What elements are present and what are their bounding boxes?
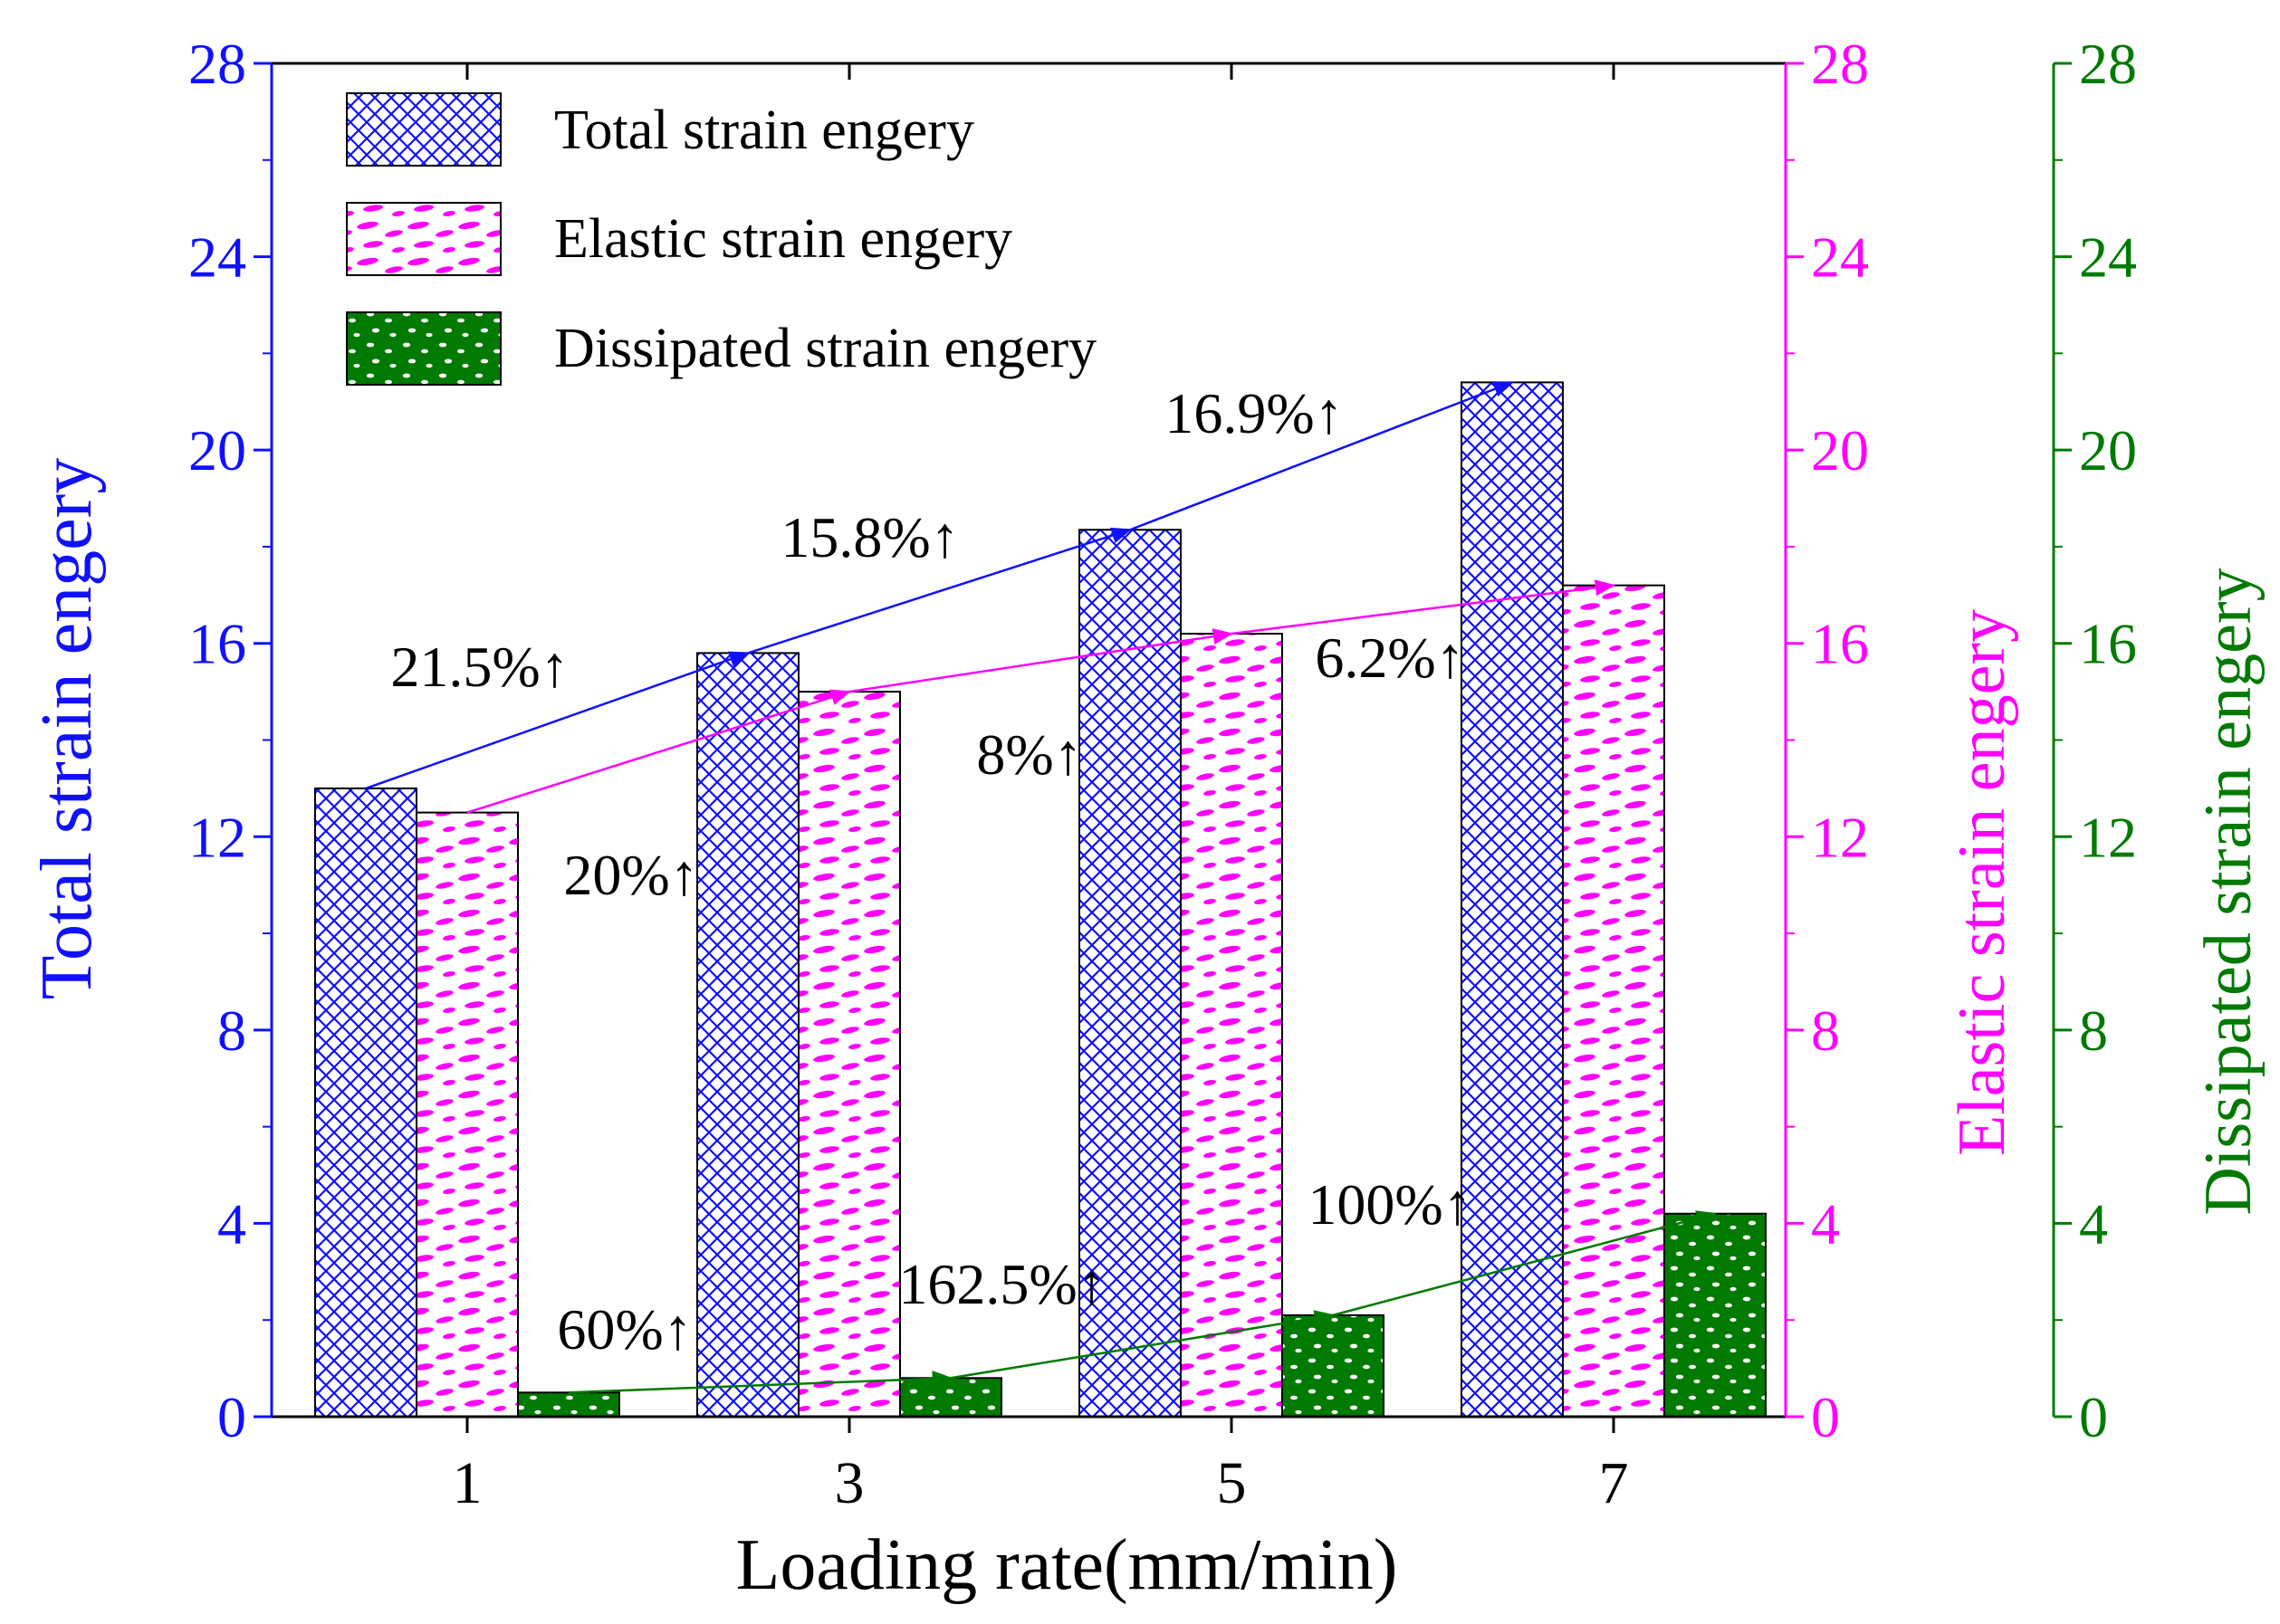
bar-dissipated-1 [517, 1391, 620, 1419]
legend-item-dissipated: Dissipated strain engery [346, 311, 1097, 386]
x-tick-label-5: 5 [1217, 1450, 1247, 1516]
y-tick-label-elastic-24: 24 [1811, 225, 1869, 290]
y-tick-label-total-4: 4 [217, 1191, 246, 1256]
bar-dissipated-7 [1663, 1212, 1767, 1418]
y-tick-label-elastic-28: 28 [1811, 32, 1869, 96]
y-tick-label-total-20: 20 [188, 418, 246, 482]
bar-elastic-3 [798, 691, 901, 1418]
y-axis-label-elastic: Elastic strain engery [1945, 609, 2019, 1156]
legend-swatch-total [346, 92, 502, 167]
legend-swatch-elastic [346, 202, 502, 276]
bar-total-1 [314, 787, 417, 1418]
legend-label-dissipated: Dissipated strain engery [554, 318, 1097, 379]
y-tick-label-dissipated-24: 24 [2079, 225, 2137, 290]
annotation-total-3: 16.9%↑ [1164, 381, 1343, 445]
y-tick-label-dissipated-4: 4 [2079, 1191, 2108, 1256]
trend-arrow-total-2 [747, 527, 1133, 654]
y-tick-label-elastic-8: 8 [1811, 998, 1840, 1063]
annotation-total-2: 15.8%↑ [781, 505, 959, 569]
bar-elastic-1 [416, 811, 519, 1418]
trend-arrow-dissipated-3 [1332, 1210, 1718, 1317]
trend-arrow-total-1 [365, 651, 751, 790]
legend-swatch-dissipated [346, 311, 502, 386]
legend-label-elastic: Elastic strain engery [554, 208, 1012, 270]
y-tick-label-dissipated-20: 20 [2079, 418, 2137, 482]
bar-elastic-7 [1562, 584, 1665, 1418]
y-tick-label-total-0: 0 [217, 1385, 246, 1449]
y-axis-label-total: Total strain engery [27, 458, 107, 1000]
y-tick-label-total-8: 8 [217, 998, 246, 1063]
trend-arrow-dissipated-1 [568, 1371, 953, 1394]
y-tick-label-dissipated-12: 12 [2079, 805, 2137, 869]
bars-layer [314, 381, 1767, 1419]
trend-arrow-dissipated-2 [950, 1310, 1336, 1380]
y-tick-label-dissipated-0: 0 [2079, 1385, 2108, 1449]
trend-arrows-layer [365, 381, 1718, 1394]
axes-layer: 1 3 5 7 0 4 8 12 16 20 24 28 0 4 8 12 16 20 24 28 0 4 8 12 16 20 2… [188, 32, 2137, 1516]
annotation-elastic-3: 6.2%↑ [1315, 626, 1464, 690]
bar-dissipated-5 [1281, 1314, 1384, 1418]
y-tick-label-total-24: 24 [188, 225, 246, 290]
x-tick-label-1: 1 [453, 1450, 483, 1516]
legend: Total strain engery Elastic strain enger… [346, 92, 1097, 386]
annotation-dissipated-2: 162.5%↑ [898, 1252, 1106, 1316]
y-tick-label-elastic-4: 4 [1811, 1191, 1840, 1256]
trend-arrow-elastic-1 [466, 689, 852, 814]
bar-total-7 [1461, 381, 1564, 1419]
y-tick-label-total-16: 16 [188, 612, 246, 676]
y-tick-label-total-12: 12 [188, 805, 246, 869]
y-tick-label-elastic-0: 0 [1811, 1385, 1840, 1449]
annotation-dissipated-1: 60%↑ [557, 1297, 692, 1361]
y-tick-label-total-28: 28 [188, 32, 246, 96]
y-tick-label-dissipated-16: 16 [2079, 612, 2137, 676]
x-tick-label-7: 7 [1599, 1450, 1629, 1516]
x-tick-label-3: 3 [835, 1450, 865, 1516]
y-tick-label-dissipated-8: 8 [2079, 998, 2108, 1063]
annotation-elastic-1: 20%↑ [563, 843, 698, 907]
legend-label-total: Total strain engery [554, 100, 974, 161]
annotations-layer: 21.5%↑ 15.8%↑ 16.9%↑ 20%↑ 8%↑ 6.2%↑ 60%↑ 162.5%… [390, 381, 1471, 1361]
bar-elastic-5 [1180, 633, 1283, 1418]
trend-arrow-elastic-3 [1231, 579, 1616, 635]
legend-item-total: Total strain engery [346, 92, 974, 167]
y-tick-label-elastic-12: 12 [1811, 805, 1869, 869]
annotation-total-1: 21.5%↑ [390, 635, 569, 699]
trend-arrow-total-3 [1129, 381, 1515, 531]
annotation-dissipated-3: 100%↑ [1308, 1172, 1471, 1237]
y-tick-label-dissipated-28: 28 [2079, 32, 2137, 96]
y-axis-label-dissipated: Dissipated strain engery [2191, 568, 2266, 1215]
bar-total-3 [696, 652, 800, 1418]
trend-arrow-elastic-2 [848, 628, 1234, 693]
x-axis-label: Loading rate(mm/min) [736, 1525, 1398, 1605]
annotation-elastic-2: 8%↑ [976, 722, 1082, 787]
legend-item-elastic: Elastic strain engery [346, 202, 1012, 276]
y-tick-label-elastic-20: 20 [1811, 418, 1869, 482]
y-tick-label-elastic-16: 16 [1811, 612, 1869, 676]
bar-dissipated-3 [899, 1377, 1002, 1419]
